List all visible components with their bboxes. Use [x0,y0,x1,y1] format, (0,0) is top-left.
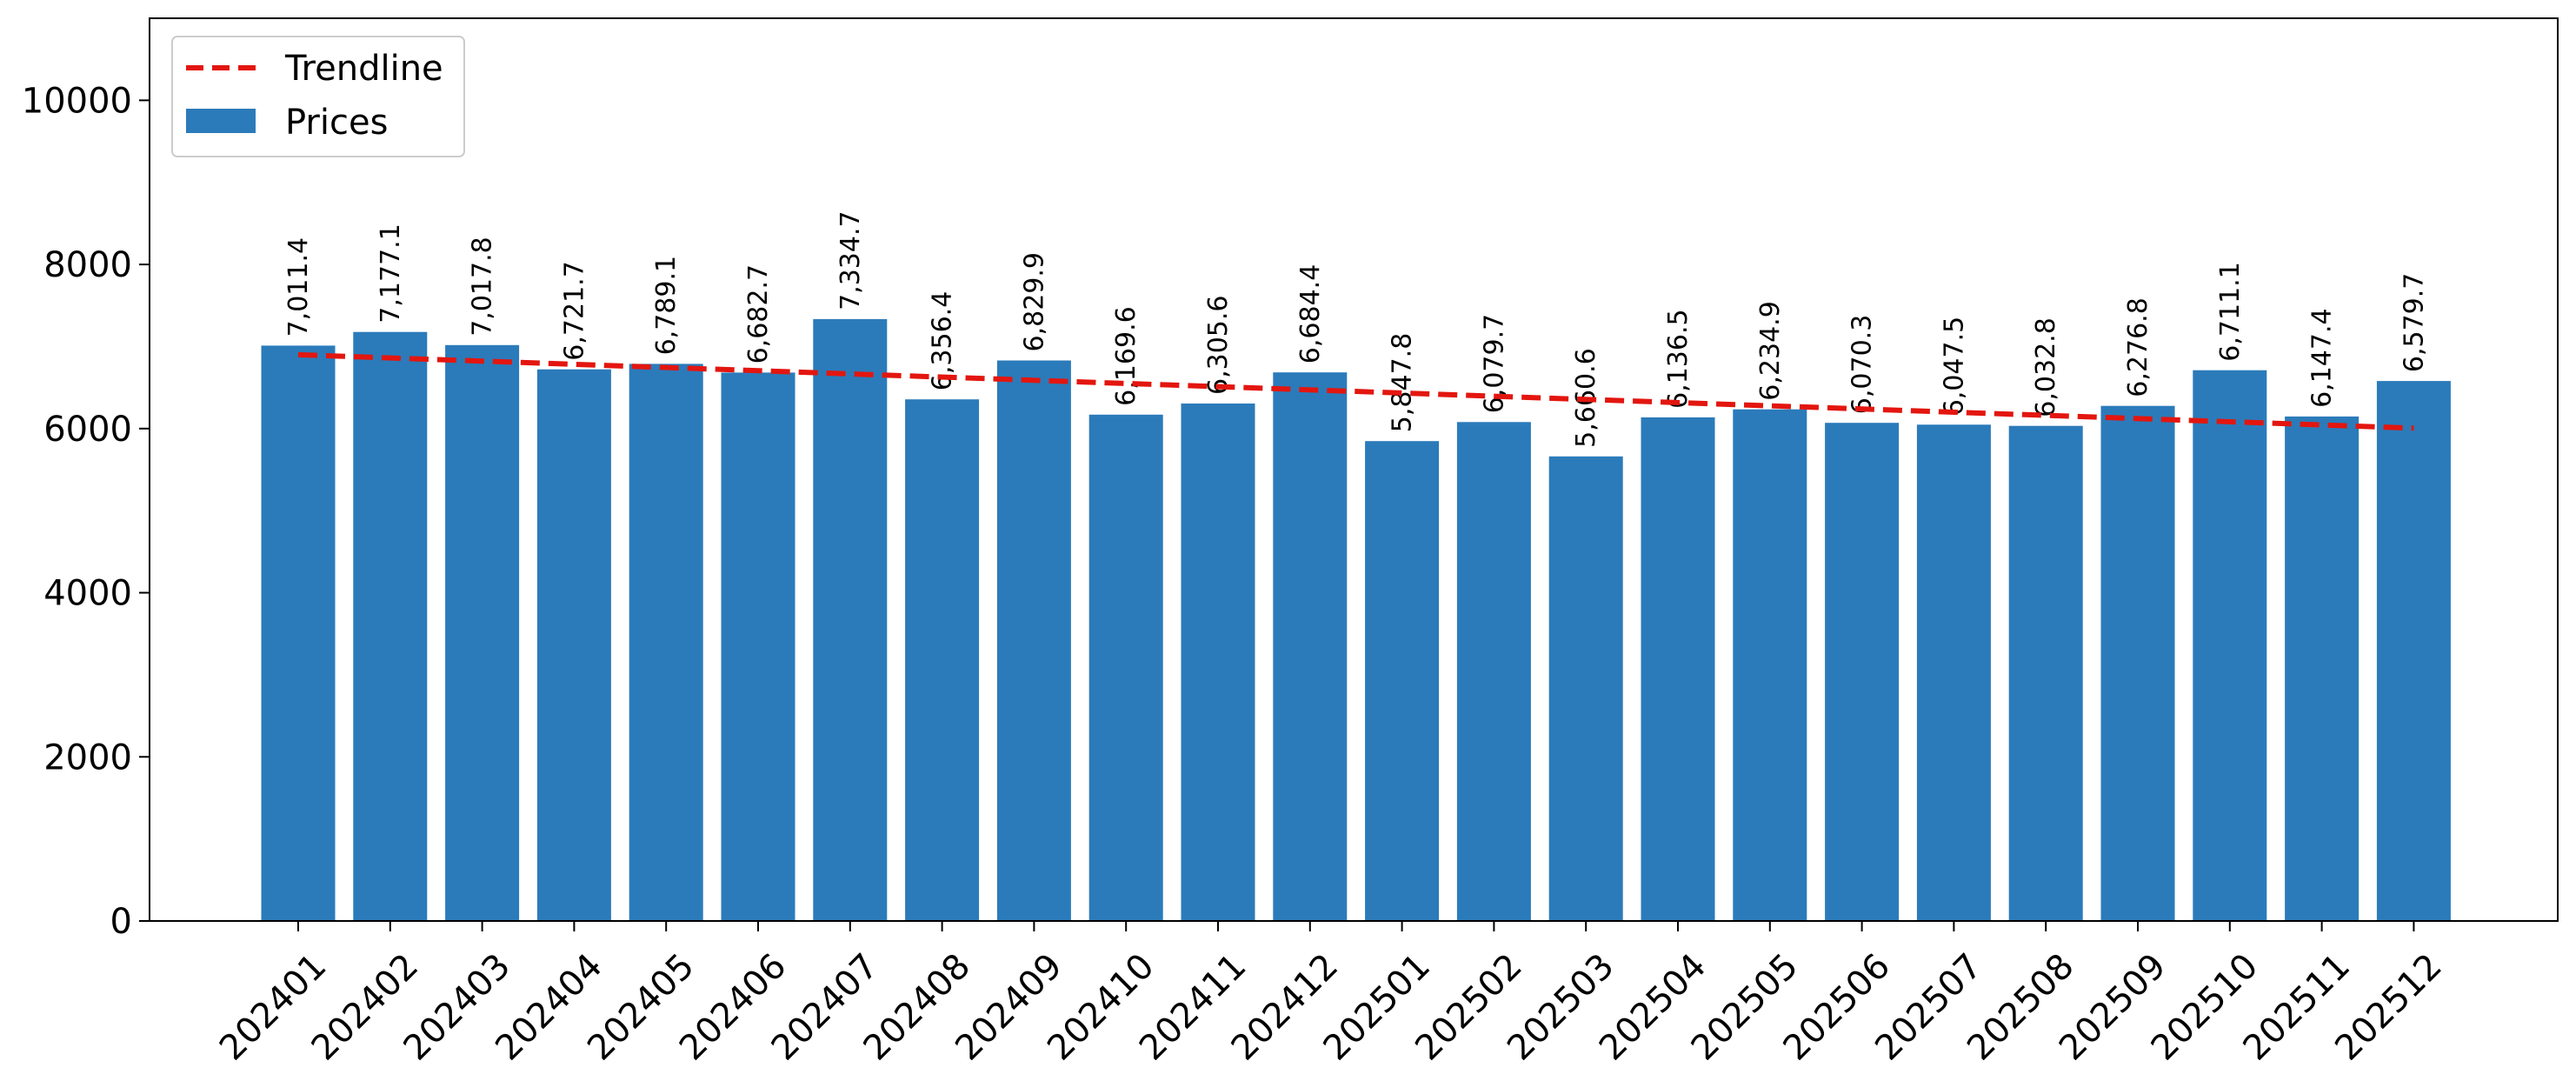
data-label-202511: 6,147.4 [2307,308,2338,408]
bar-202510 [2193,370,2267,921]
bar-202405 [629,364,703,921]
data-label-202410: 6,169.6 [1111,306,1142,406]
bar-202506 [1825,423,1900,921]
bar-202508 [2008,425,2083,921]
bar-202504 [1641,417,1715,921]
bar-202502 [1456,422,1531,921]
data-labels: 7,011.4 7,177.1 7,017.8 6,721.7 6,789.1 6,682… [283,210,2429,447]
bar-202503 [1548,456,1623,921]
data-label-202509: 6,276.8 [2123,297,2153,397]
bar-202410 [1088,414,1163,921]
data-label-202408: 6,356.4 [928,291,958,391]
legend-trendline-label: Trendline [284,49,443,89]
bar-202406 [721,372,795,921]
bar-202507 [1916,424,1991,921]
data-label-202412: 6,684.4 [1295,264,1326,364]
y-tick-label-2000: 2000 [43,737,132,777]
y-tick-label-6000: 6000 [43,410,132,450]
data-label-202402: 7,177.1 [376,224,406,324]
bar-202409 [996,360,1071,921]
bar-202511 [2285,416,2360,921]
legend-prices-swatch [186,109,256,133]
data-label-202504: 6,136.5 [1663,309,1694,409]
data-label-202411: 6,305.6 [1203,295,1234,395]
y-tick-label-8000: 8000 [43,245,132,285]
data-label-202401: 7,011.4 [283,237,314,337]
data-label-202407: 7,334.7 [835,210,866,310]
data-label-202405: 6,789.1 [651,256,682,356]
data-label-202508: 6,032.8 [2031,317,2061,417]
y-tick-label-4000: 4000 [43,574,132,614]
data-label-202506: 6,070.3 [1847,315,1878,415]
bar-202505 [1733,409,1807,921]
data-label-202512: 6,579.7 [2399,273,2429,373]
data-label-202501: 5,847.8 [1388,333,1418,433]
plot-frame [149,17,2559,922]
bar-202402 [353,331,428,921]
y-axis: 0 2000 4000 6000 8000 10000 [22,81,150,942]
data-label-202404: 6,721.7 [559,261,589,361]
data-label-202403: 7,017.8 [468,237,498,337]
data-label-202507: 6,047.5 [1939,317,1969,417]
data-label-202505: 6,234.9 [1755,301,1786,401]
bar-202403 [445,344,520,921]
data-label-202406: 6,682.7 [743,264,774,364]
bar-202411 [1181,404,1255,921]
bar-202401 [261,345,336,921]
y-tick-label-0: 0 [110,902,132,942]
bar-202407 [813,318,888,921]
data-label-202510: 6,711.1 [2215,262,2246,362]
data-label-202409: 6,829.9 [1019,252,1049,352]
x-axis: 2024012024022024032024042024052024062024… [212,921,2450,1068]
bar-202512 [2376,381,2451,922]
bar-202408 [905,399,980,921]
legend-prices-label: Prices [285,103,388,143]
bar-202404 [536,369,611,921]
bar-202509 [2100,405,2175,921]
y-tick-label-10000: 10000 [22,81,132,121]
bar-202412 [1273,372,1348,921]
bar-series [261,318,2451,922]
legend: Trendline Prices [171,36,465,157]
trendline [297,351,2414,431]
bar-202501 [1365,441,1440,921]
